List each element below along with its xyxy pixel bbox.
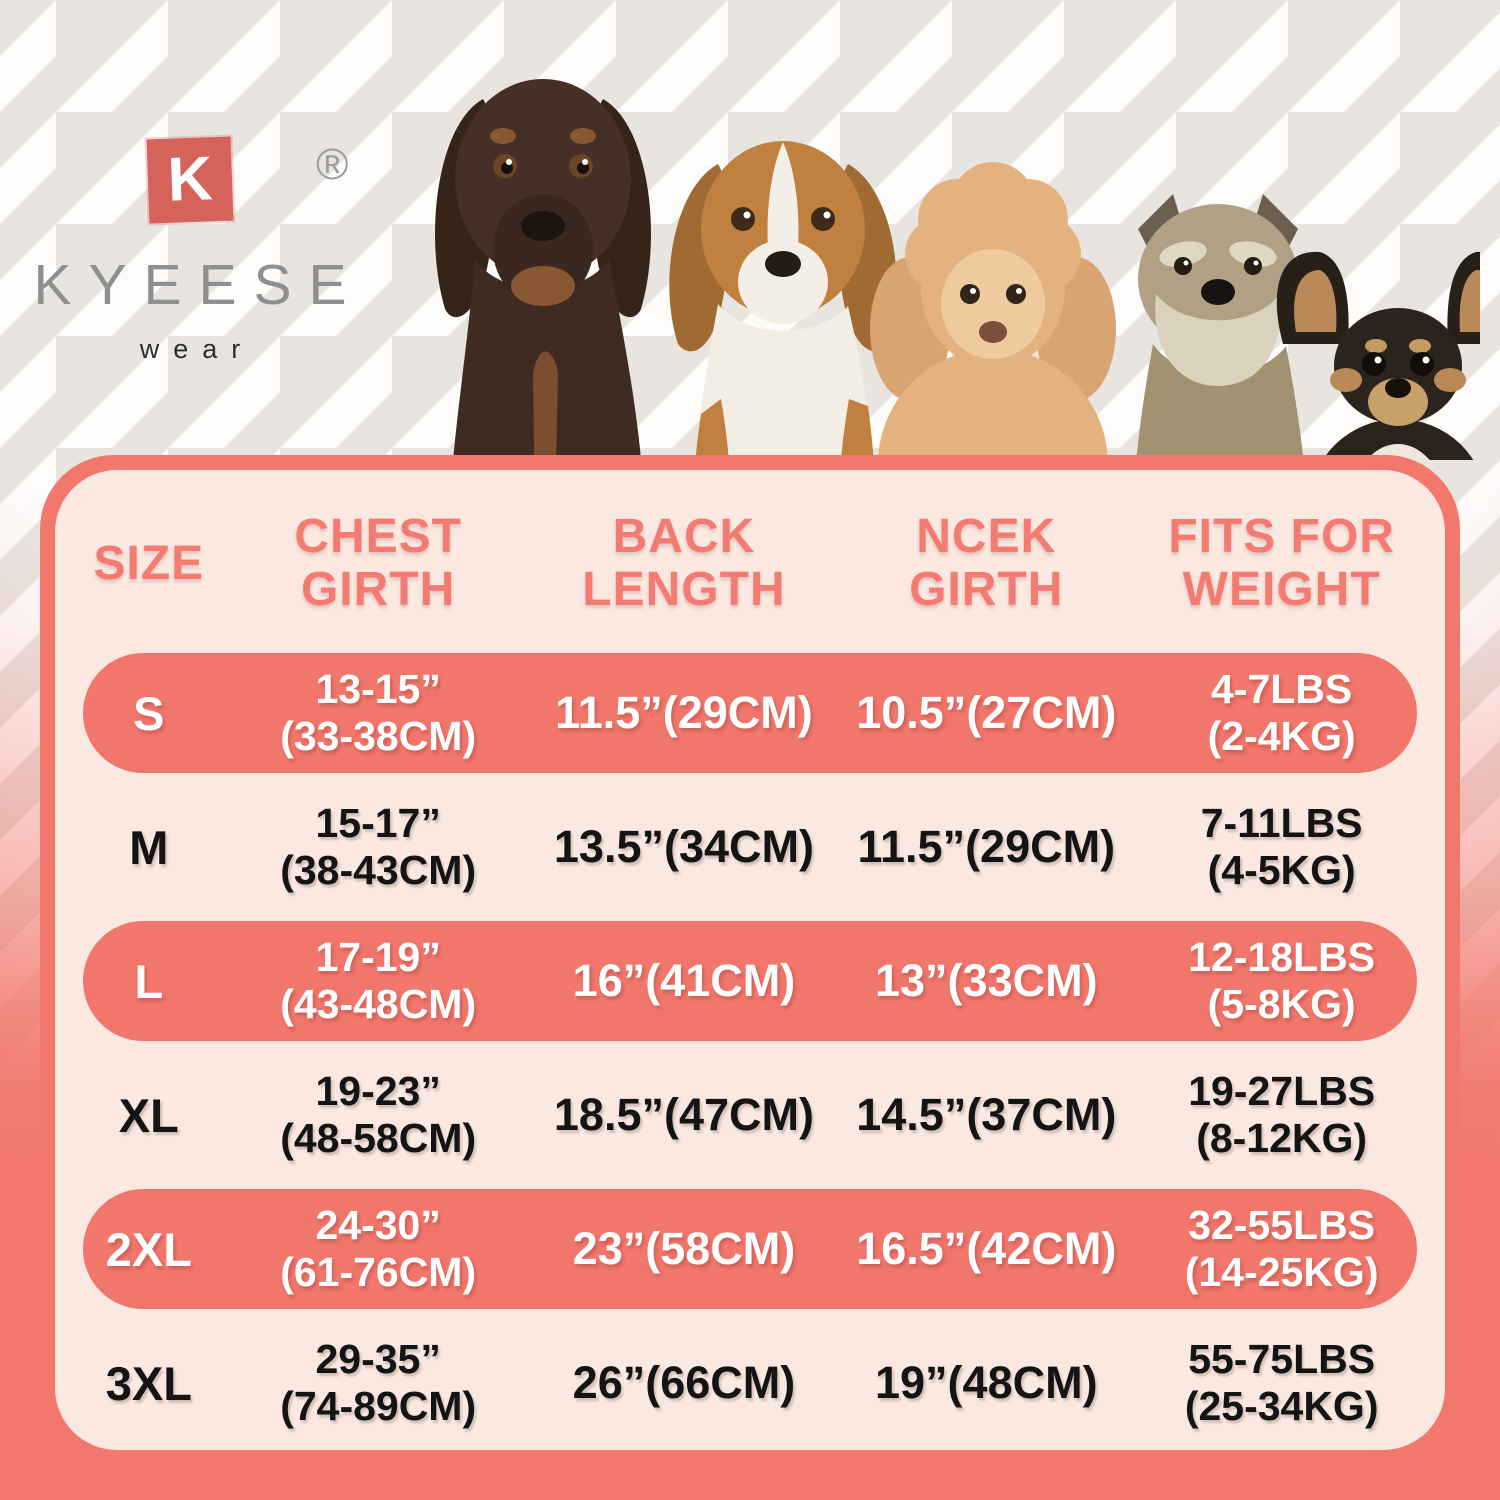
size-row-xl: XL 19-23” (48-58CM) 18.5”(47CM) 14.5”(37C… [55, 1048, 1445, 1182]
weight-value: 32-55LBS (14-25KG) [1184, 1202, 1379, 1295]
size-chart-panel: SIZE CHEST GIRTH BACK LENGTH NCEK GIRTH … [40, 455, 1460, 1465]
table-body: S 13-15” (33-38CM) 11.5”(29CM) 10.5”(27CM… [55, 646, 1445, 1450]
brand-logo: K ® KYEESE wear [33, 136, 348, 365]
size-label: L [134, 954, 164, 1008]
neck-girth-value: 10.5”(27CM) [856, 687, 1117, 739]
weight-value: 7-11LBS (4-5KG) [1200, 800, 1363, 893]
schnauzer-photo [1136, 194, 1304, 460]
size-row-3xl: 3XL 29-35” (74-89CM) 26”(66CM) 19”(48CM) … [55, 1316, 1445, 1450]
dogs-photo-strip [368, 14, 1480, 460]
column-header-chest-girth: CHEST GIRTH [294, 510, 462, 616]
size-label: 3XL [105, 1356, 192, 1410]
weight-value: 55-75LBS (25-34KG) [1184, 1336, 1379, 1429]
size-row-l: L 17-19” (43-48CM) 16”(41CM) 13”(33CM) 12… [55, 914, 1445, 1048]
chihuahua-photo [1276, 251, 1480, 460]
back-length-value: 18.5”(47CM) [553, 1089, 814, 1141]
back-length-value: 23”(58CM) [572, 1223, 796, 1275]
table-header-row: SIZE CHEST GIRTH BACK LENGTH NCEK GIRTH … [55, 470, 1445, 646]
weight-value: 4-7LBS (2-4KG) [1207, 666, 1356, 759]
brand-k-letter: K [166, 144, 214, 215]
size-row-m: M 15-17” (38-43CM) 13.5”(34CM) 11.5”(29CM… [55, 780, 1445, 914]
back-length-value: 11.5”(29CM) [555, 687, 813, 739]
size-row-s: S 13-15” (33-38CM) 11.5”(29CM) 10.5”(27CM… [55, 646, 1445, 780]
weight-value: 12-18LBS (5-8KG) [1188, 934, 1376, 1027]
chest-girth-value: 13-15” (33-38CM) [280, 666, 477, 759]
beagle-photo [669, 141, 897, 460]
column-header-size: SIZE [93, 536, 205, 590]
row-highlight-pill [83, 1189, 1417, 1309]
chest-girth-value: 15-17” (38-43CM) [280, 800, 477, 893]
back-length-value: 26”(66CM) [572, 1357, 796, 1409]
size-row-2xl: 2XL 24-30” (61-76CM) 23”(58CM) 16.5”(42CM… [55, 1182, 1445, 1316]
brand-tagline: wear [139, 334, 255, 364]
chest-girth-value: 24-30” (61-76CM) [280, 1202, 477, 1295]
size-label: XL [118, 1088, 179, 1142]
size-label: S [133, 686, 165, 740]
registered-trademark-icon: ® [316, 140, 349, 189]
neck-girth-value: 13”(33CM) [875, 955, 1098, 1007]
neck-girth-value: 19”(48CM) [875, 1357, 1098, 1409]
chest-girth-value: 19-23” (48-58CM) [280, 1068, 477, 1161]
row-highlight-pill [83, 921, 1417, 1041]
back-length-value: 16”(41CM) [572, 955, 796, 1007]
poodle-photo [870, 162, 1116, 460]
size-label: M [129, 820, 169, 874]
doberman-photo [434, 79, 652, 460]
back-length-value: 13.5”(34CM) [553, 821, 814, 873]
neck-girth-value: 14.5”(37CM) [856, 1089, 1117, 1141]
weight-value: 19-27LBS (8-12KG) [1188, 1068, 1376, 1161]
size-chart-table: SIZE CHEST GIRTH BACK LENGTH NCEK GIRTH … [55, 470, 1445, 1450]
size-label: 2XL [105, 1222, 192, 1276]
chest-girth-value: 17-19” (43-48CM) [280, 934, 477, 1027]
column-header-back-length: BACK LENGTH [582, 510, 786, 616]
column-header-fits-for-weight: FITS FOR WEIGHT [1168, 510, 1395, 616]
brand-mark-row: K ® [40, 136, 348, 224]
neck-girth-value: 16.5”(42CM) [856, 1223, 1117, 1275]
neck-girth-value: 11.5”(29CM) [857, 821, 1116, 873]
brand-name: KYEESE [33, 253, 364, 317]
row-highlight-pill [83, 653, 1417, 773]
brand-k-mark: K [146, 136, 234, 224]
chest-girth-value: 29-35” (74-89CM) [280, 1336, 477, 1429]
column-header-neck-girth: NCEK GIRTH [909, 510, 1064, 616]
